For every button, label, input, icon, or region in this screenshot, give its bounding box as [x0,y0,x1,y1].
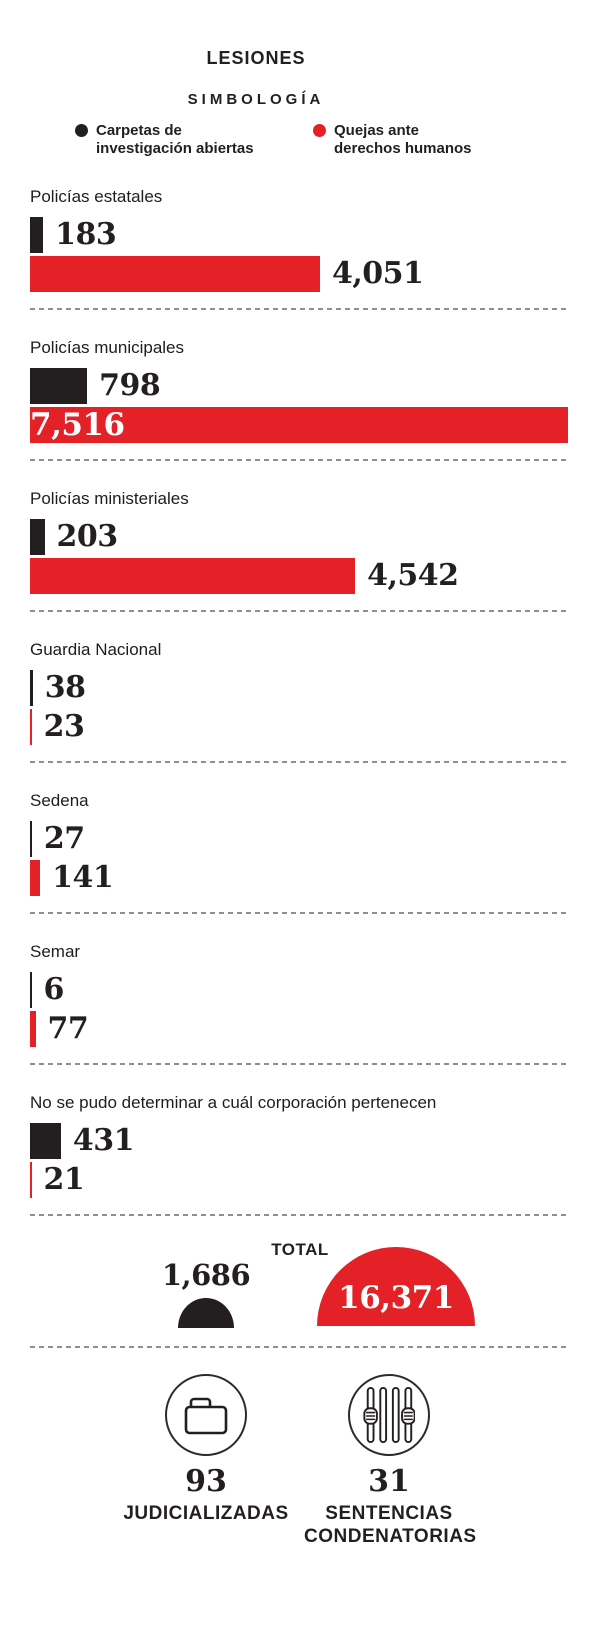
bar-section: Guardia Nacional 38 23 [30,612,581,763]
jail-bars-icon [363,1386,415,1443]
quejas-value: 77 [47,1011,89,1047]
carpetas-bar-row: 203 [30,518,581,555]
legend-item-label: Quejas ante derechos humanos [333,122,472,158]
carpetas-value: 798 [99,368,161,404]
total-section: TOTAL 1,686 16,371 [30,1220,581,1330]
carpetas-bar-row: 798 [30,367,581,404]
carpetas-value: 27 [43,821,85,857]
quejas-value: 4,542 [367,558,459,594]
section-separator [30,1062,568,1065]
carpetas-total-semicircle [178,1297,234,1328]
legend-title: SIMBOLOGÍA [187,91,325,108]
footer-stat-sentencias: 31 SENTENCIAS CONDENATORIAS [304,1373,477,1548]
bar-section: Policías municipales 798 7,516 [30,310,581,461]
carpetas-bar [30,669,33,706]
category-label: Policías municipales [30,337,185,357]
section-separator [30,609,568,612]
category-label: No se pudo determinar a cuál corporación… [30,1092,437,1112]
quejas-bar: 7,516 [30,406,568,443]
carpetas-value: 183 [55,217,117,253]
carpetas-bar [30,216,44,253]
carpetas-value: 6 [43,972,65,1008]
quejas-bar-row: 77 [30,1010,581,1047]
category-label: Semar [30,941,81,961]
quejas-bar [30,557,356,594]
section-separator [30,760,568,763]
quejas-value: 4,051 [331,256,424,292]
carpetas-bar-row: 38 [30,669,581,706]
stat-value: 93 [185,1463,227,1499]
quejas-value: 7,516 [30,406,125,443]
bar-section: Policías estatales 183 4,051 [30,159,581,310]
carpetas-bar [30,971,32,1008]
section-separator [30,458,568,461]
quejas-bar [30,859,41,896]
carpetas-value: 203 [56,519,119,555]
category-label: Guardia Nacional [30,639,162,659]
page-title: LESIONES [206,48,306,68]
quejas-bar [30,708,32,745]
quejas-dot-icon [312,124,326,137]
category-label: Policías estatales [30,186,163,206]
quejas-bar-row: 23 [30,708,581,745]
carpetas-bar [30,518,45,555]
section-separator [30,1345,568,1348]
legend-item-carpetas: Carpetas de investigación abiertas [75,122,273,159]
quejas-value: 141 [52,860,114,896]
legend-item-label: Carpetas de investigación abiertas [96,122,254,158]
carpetas-total-value: 1,686 [161,1257,251,1292]
header: LESIONES SIMBOLOGÍA Carpetas de investig… [30,48,482,159]
quejas-bar-row: 4,051 [30,255,581,292]
bar-chart: Policías estatales 183 4,051 Policías munic… [30,159,581,1216]
footer-stat-judicializadas: 93 JUDICIALIZADAS [121,1373,291,1548]
category-label: Policías ministeriales [30,488,189,508]
carpetas-bar-row: 183 [30,216,581,253]
bar-section: Policías ministeriales 203 4,542 [30,461,581,612]
bar-section: Sedena 27 141 [30,763,581,914]
section-separator [30,307,568,310]
quejas-bar-row: 141 [30,859,581,896]
legend-item-quejas: Quejas ante derechos humanos [312,122,482,159]
quejas-value: 23 [43,709,85,745]
quejas-value: 21 [43,1162,85,1198]
quejas-bar [30,1010,36,1047]
footer-stats: 93 JUDICIALIZADAS [30,1373,565,1548]
quejas-bar-row: 7,516 [30,406,581,443]
carpetas-bar [30,367,88,404]
section-separator [30,911,568,914]
carpetas-bar [30,820,32,857]
carpetas-bar-row: 6 [30,971,581,1008]
section-separator [30,1213,568,1216]
quejas-bar [30,1161,32,1198]
carpetas-bar-row: 27 [30,820,581,857]
quejas-bar-row: 21 [30,1161,581,1198]
legend: Carpetas de investigación abiertas Queja… [30,122,482,159]
carpetas-bar-row: 431 [30,1122,581,1159]
quejas-bar [30,255,320,292]
carpetas-dot-icon [75,124,88,137]
quejas-total-value: 16,371 [338,1279,454,1316]
carpetas-value: 38 [44,670,86,706]
carpetas-total: 1,686 [150,1260,262,1328]
stat-label: SENTENCIAS CONDENATORIAS [304,1502,477,1547]
folder-icon [184,1397,228,1434]
category-label: Sedena [30,790,89,810]
stat-circle [165,1373,247,1456]
stat-label: JUDICIALIZADAS [123,1502,289,1524]
carpetas-value: 431 [72,1123,135,1159]
bar-section: No se pudo determinar a cuál corporación… [30,1065,581,1216]
quejas-bar-row: 4,542 [30,557,581,594]
total-label: TOTAL [271,1239,329,1259]
bar-section: Semar 6 77 [30,914,581,1065]
carpetas-bar [30,1122,61,1159]
stat-value: 31 [368,1463,410,1499]
stat-circle [348,1373,430,1456]
